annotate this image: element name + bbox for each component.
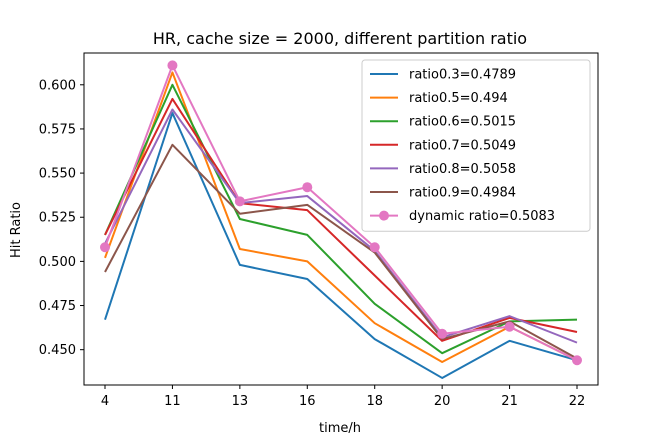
series-4	[104, 97, 578, 342]
legend-item: ratio0.5=0.494	[370, 91, 508, 106]
x-tick-label: 4	[101, 394, 109, 409]
legend-label: ratio0.3=0.4789	[409, 68, 516, 83]
x-tick-label: 11	[164, 394, 181, 409]
series-line	[104, 64, 578, 362]
y-tick-label: 0.525	[39, 211, 76, 226]
series-7	[100, 60, 582, 366]
series-line	[104, 108, 578, 344]
series-line	[104, 112, 578, 379]
x-tick-label: 16	[299, 394, 316, 409]
legend-label: dynamic ratio=0.5083	[409, 209, 555, 224]
x-tick-label: 21	[501, 394, 518, 409]
series-line	[104, 143, 578, 360]
y-tick-label: 0.450	[39, 343, 76, 358]
series-line	[104, 83, 578, 355]
legend-label: ratio0.5=0.494	[409, 91, 508, 106]
data-point	[572, 355, 582, 366]
data-point	[437, 328, 448, 339]
legend-label: ratio0.7=0.5049	[409, 138, 516, 153]
plot-frame	[83, 52, 599, 386]
data-point	[302, 182, 313, 193]
y-axis-title: Hit Ratio	[9, 202, 24, 258]
y-tick-label: 0.575	[39, 122, 76, 137]
data-point	[369, 242, 380, 253]
series-group	[100, 60, 582, 379]
y-tick-label: 0.475	[39, 299, 76, 314]
x-axis: 4 11 13 16 18 20 21 22	[101, 385, 585, 409]
series-2	[104, 71, 578, 364]
legend-item: dynamic ratio=0.5083	[370, 209, 555, 224]
legend-label: ratio0.9=0.4984	[409, 186, 516, 201]
chart-title: HR, cache size = 2000, different partiti…	[153, 29, 527, 48]
legend-label: ratio0.6=0.5015	[409, 115, 516, 130]
y-axis: 0.450 0.475 0.500 0.525 0.550 0.575 0.600	[39, 78, 84, 358]
x-axis-title: time/h	[319, 421, 361, 436]
legend-item: ratio0.8=0.5058	[370, 162, 516, 177]
data-point	[504, 321, 515, 332]
legend-box	[361, 59, 591, 232]
legend-item: ratio0.9=0.4984	[370, 186, 516, 201]
x-tick-label: 18	[366, 394, 383, 409]
data-point	[234, 196, 245, 207]
series-3	[104, 83, 578, 355]
series-line	[104, 71, 578, 364]
series-6	[104, 143, 578, 360]
y-tick-label: 0.500	[39, 255, 76, 270]
x-tick-label: 22	[569, 394, 586, 409]
legend: ratio0.3=0.4789 ratio0.5=0.494 ratio0.6=0.…	[361, 59, 591, 232]
x-tick-label: 13	[232, 394, 249, 409]
legend-item: ratio0.3=0.4789	[370, 68, 516, 83]
data-point	[100, 242, 110, 253]
legend-item: ratio0.7=0.5049	[370, 138, 516, 153]
series-1	[104, 112, 578, 379]
x-tick-label: 20	[434, 394, 451, 409]
y-tick-label: 0.550	[39, 167, 76, 182]
series-line	[104, 97, 578, 342]
legend-marker	[379, 210, 389, 221]
y-tick-label: 0.600	[39, 78, 76, 93]
series-5	[104, 108, 578, 344]
legend-item: ratio0.6=0.5015	[370, 115, 516, 130]
legend-label: ratio0.8=0.5058	[409, 162, 516, 177]
data-point	[167, 60, 178, 71]
